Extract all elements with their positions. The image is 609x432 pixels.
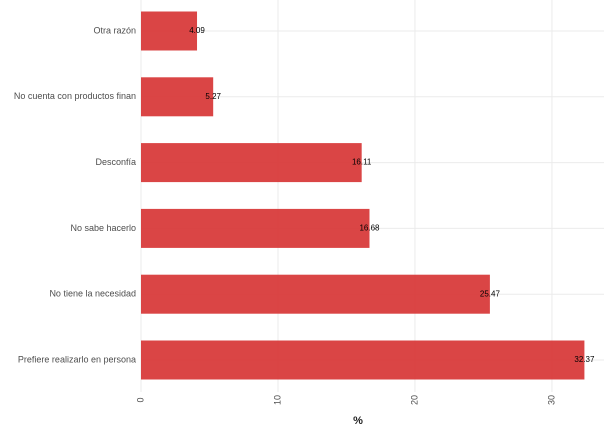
bar	[141, 208, 370, 248]
value-label: 32.37	[574, 355, 595, 364]
value-label: 4.09	[189, 26, 205, 35]
y-tick-label: Otra razón	[93, 25, 136, 35]
value-label: 25.47	[480, 289, 501, 298]
value-label: 5.27	[205, 92, 221, 101]
x-tick-label: 30	[546, 395, 556, 405]
bar	[141, 11, 198, 51]
x-tick-label: 10	[272, 395, 282, 405]
y-tick-label: Prefiere realizarlo en persona	[18, 354, 136, 364]
bar	[141, 143, 362, 183]
y-tick-label: No sabe hacerlo	[70, 223, 136, 233]
y-tick-label: No cuenta con productos finan	[14, 91, 136, 101]
x-axis-title: %	[353, 415, 363, 427]
bar	[141, 77, 214, 117]
x-tick-label: 0	[135, 397, 145, 402]
bar	[141, 274, 490, 314]
x-tick-label: 20	[409, 395, 419, 405]
y-tick-label: Desconfía	[95, 157, 136, 167]
value-label: 16.68	[359, 224, 380, 233]
y-tick-label: No tiene la necesidad	[49, 289, 136, 299]
value-label: 16.11	[352, 158, 372, 167]
bar	[141, 340, 585, 380]
